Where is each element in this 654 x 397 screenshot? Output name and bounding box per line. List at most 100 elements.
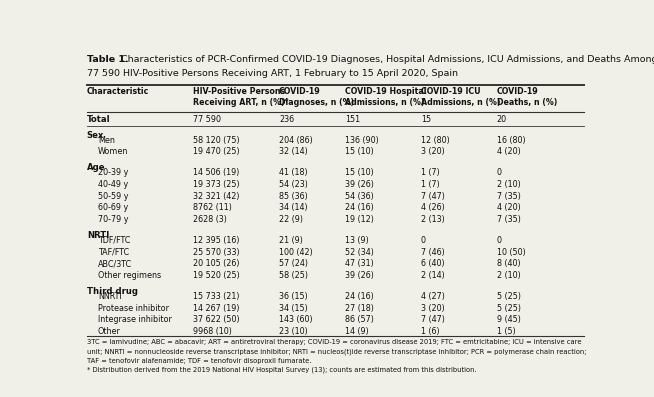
Text: 9 (45): 9 (45) — [497, 315, 521, 324]
Text: Admissions, n (%): Admissions, n (%) — [345, 98, 424, 107]
Text: 2 (14): 2 (14) — [421, 271, 445, 280]
Text: TAF/FTC: TAF/FTC — [98, 248, 129, 256]
Text: 23 (10): 23 (10) — [279, 327, 307, 336]
Text: 15: 15 — [421, 115, 431, 124]
Text: 14 267 (19): 14 267 (19) — [193, 304, 239, 312]
Text: 2 (13): 2 (13) — [421, 215, 445, 224]
Text: Diagnoses, n (%): Diagnoses, n (%) — [279, 98, 354, 107]
Text: 7 (35): 7 (35) — [497, 192, 521, 200]
Text: 27 (18): 27 (18) — [345, 304, 373, 312]
Text: 1 (6): 1 (6) — [421, 327, 439, 336]
Text: 13 (9): 13 (9) — [345, 236, 369, 245]
Text: 50-59 y: 50-59 y — [98, 192, 128, 200]
Text: 9968 (10): 9968 (10) — [193, 327, 232, 336]
Text: 19 520 (25): 19 520 (25) — [193, 271, 239, 280]
Text: 14 (9): 14 (9) — [345, 327, 369, 336]
Text: 0: 0 — [497, 236, 502, 245]
Text: 39 (26): 39 (26) — [345, 180, 373, 189]
Text: 34 (14): 34 (14) — [279, 203, 307, 212]
Text: 24 (16): 24 (16) — [345, 203, 373, 212]
Text: Other: Other — [98, 327, 121, 336]
Text: Protease inhibitor: Protease inhibitor — [98, 304, 169, 312]
Text: 7 (35): 7 (35) — [497, 215, 521, 224]
Text: Age: Age — [87, 163, 105, 172]
Text: Table 1.: Table 1. — [87, 55, 129, 64]
Text: 34 (15): 34 (15) — [279, 304, 307, 312]
Text: 2 (10): 2 (10) — [497, 271, 521, 280]
Text: HIV-Positive Persons: HIV-Positive Persons — [193, 87, 285, 96]
Text: Admissions, n (%): Admissions, n (%) — [421, 98, 500, 107]
Text: 4 (20): 4 (20) — [497, 147, 521, 156]
Text: 57 (24): 57 (24) — [279, 259, 308, 268]
Text: TDF/FTC: TDF/FTC — [98, 236, 130, 245]
Text: COVID-19 ICU: COVID-19 ICU — [421, 87, 480, 96]
Text: 1 (5): 1 (5) — [497, 327, 515, 336]
Text: 16 (80): 16 (80) — [497, 136, 525, 145]
Text: 77 590: 77 590 — [193, 115, 221, 124]
Text: Other regimens: Other regimens — [98, 271, 161, 280]
Text: 2628 (3): 2628 (3) — [193, 215, 227, 224]
Text: 58 (25): 58 (25) — [279, 271, 308, 280]
Text: 204 (86): 204 (86) — [279, 136, 313, 145]
Text: 3TC = lamivudine; ABC = abacavir; ART = antiretroviral therapy; COVID-19 = coron: 3TC = lamivudine; ABC = abacavir; ART = … — [87, 339, 581, 345]
Text: 4 (26): 4 (26) — [421, 203, 445, 212]
Text: 4 (27): 4 (27) — [421, 292, 445, 301]
Text: 40-49 y: 40-49 y — [98, 180, 128, 189]
Text: 24 (16): 24 (16) — [345, 292, 373, 301]
Text: 7 (47): 7 (47) — [421, 315, 445, 324]
Text: Characteristics of PCR-Confirmed COVID-19 Diagnoses, Hospital Admissions, ICU Ad: Characteristics of PCR-Confirmed COVID-1… — [118, 55, 654, 64]
Text: 21 (9): 21 (9) — [279, 236, 303, 245]
Text: 32 321 (42): 32 321 (42) — [193, 192, 239, 200]
Text: Total: Total — [87, 115, 111, 124]
Text: Third drug: Third drug — [87, 287, 138, 296]
Text: 0: 0 — [421, 236, 426, 245]
Text: 1 (7): 1 (7) — [421, 180, 439, 189]
Text: 15 (10): 15 (10) — [345, 147, 373, 156]
Text: 12 (80): 12 (80) — [421, 136, 449, 145]
Text: unit; NNRTI = nonnucleoside reverse transcriptase inhibitor; NRTI = nucleos(t)id: unit; NNRTI = nonnucleoside reverse tran… — [87, 349, 586, 355]
Text: 36 (15): 36 (15) — [279, 292, 307, 301]
Text: Women: Women — [98, 147, 128, 156]
Text: 14 506 (19): 14 506 (19) — [193, 168, 239, 177]
Text: 8762 (11): 8762 (11) — [193, 203, 232, 212]
Text: 19 470 (25): 19 470 (25) — [193, 147, 239, 156]
Text: 143 (60): 143 (60) — [279, 315, 313, 324]
Text: COVID-19: COVID-19 — [279, 87, 320, 96]
Text: 25 570 (33): 25 570 (33) — [193, 248, 239, 256]
Text: NRTI: NRTI — [87, 231, 109, 240]
Text: 20-39 y: 20-39 y — [98, 168, 128, 177]
Text: 52 (34): 52 (34) — [345, 248, 373, 256]
Text: 54 (36): 54 (36) — [345, 192, 373, 200]
Text: 2 (10): 2 (10) — [497, 180, 521, 189]
Text: 0: 0 — [497, 168, 502, 177]
Text: 86 (57): 86 (57) — [345, 315, 373, 324]
Text: 1 (7): 1 (7) — [421, 168, 439, 177]
Text: 41 (18): 41 (18) — [279, 168, 307, 177]
Text: 12 395 (16): 12 395 (16) — [193, 236, 239, 245]
Text: 32 (14): 32 (14) — [279, 147, 307, 156]
Text: 5 (25): 5 (25) — [497, 292, 521, 301]
Text: 54 (23): 54 (23) — [279, 180, 308, 189]
Text: * Distribution derived from the 2019 National HIV Hospital Survey (13); counts a: * Distribution derived from the 2019 Nat… — [87, 367, 477, 373]
Text: 3 (20): 3 (20) — [421, 147, 445, 156]
Text: 70-79 y: 70-79 y — [98, 215, 128, 224]
Text: Sex: Sex — [87, 131, 104, 140]
Text: 8 (40): 8 (40) — [497, 259, 521, 268]
Text: 85 (36): 85 (36) — [279, 192, 307, 200]
Text: 19 (12): 19 (12) — [345, 215, 373, 224]
Text: 5 (25): 5 (25) — [497, 304, 521, 312]
Text: 15 (10): 15 (10) — [345, 168, 373, 177]
Text: 77 590 HIV-Positive Persons Receiving ART, 1 February to 15 April 2020, Spain: 77 590 HIV-Positive Persons Receiving AR… — [87, 69, 458, 78]
Text: 7 (46): 7 (46) — [421, 248, 445, 256]
Text: 37 622 (50): 37 622 (50) — [193, 315, 239, 324]
Text: 39 (26): 39 (26) — [345, 271, 373, 280]
Text: Receiving ART, n (%)*: Receiving ART, n (%)* — [193, 98, 288, 107]
Text: 136 (90): 136 (90) — [345, 136, 379, 145]
Text: COVID-19: COVID-19 — [497, 87, 539, 96]
Text: 15 733 (21): 15 733 (21) — [193, 292, 239, 301]
Text: ABC/3TC: ABC/3TC — [98, 259, 132, 268]
Text: 20: 20 — [497, 115, 507, 124]
Text: Characteristic: Characteristic — [87, 87, 149, 96]
Text: Deaths, n (%): Deaths, n (%) — [497, 98, 557, 107]
Text: 236: 236 — [279, 115, 294, 124]
